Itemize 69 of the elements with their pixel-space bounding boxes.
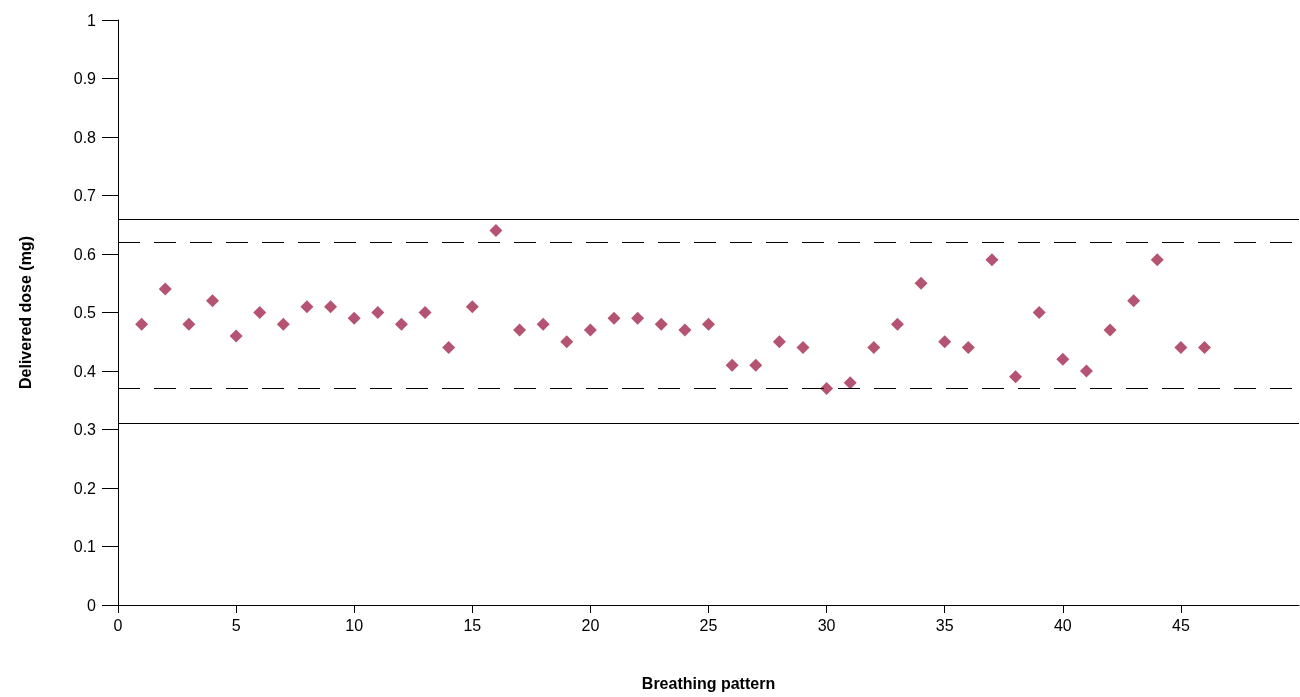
point <box>442 341 456 355</box>
point <box>867 341 881 355</box>
point <box>796 341 810 355</box>
point <box>253 306 267 319</box>
point <box>418 306 432 319</box>
point <box>513 323 527 337</box>
point <box>1032 306 1046 319</box>
point <box>843 376 857 390</box>
point <box>820 382 834 396</box>
point <box>749 358 763 372</box>
y-tick-label: 0.5 <box>73 304 97 321</box>
point <box>135 317 149 331</box>
point <box>394 317 408 331</box>
point <box>371 306 385 319</box>
y-tick-label: 0.9 <box>73 70 97 87</box>
point <box>702 317 715 331</box>
x-tick-label: 15 <box>463 616 482 634</box>
point <box>914 276 928 290</box>
y-tick-label: 0.2 <box>73 479 97 497</box>
point <box>276 317 290 331</box>
point <box>772 335 786 349</box>
x-tick-label: 20 <box>581 616 600 634</box>
y-tick-label: 1 <box>87 11 97 29</box>
point <box>536 317 550 331</box>
x-tick-label: 5 <box>231 616 241 634</box>
point <box>205 294 219 308</box>
point <box>631 311 645 325</box>
point <box>1079 364 1093 378</box>
x-tick-label: 45 <box>1172 616 1190 634</box>
x-tick-label: 10 <box>345 616 364 634</box>
point <box>560 335 574 349</box>
point <box>465 300 479 314</box>
point <box>583 323 597 337</box>
point <box>300 300 314 314</box>
x-tick-label: 35 <box>935 616 954 634</box>
x-tick-label: 40 <box>1053 616 1072 634</box>
point <box>347 311 361 325</box>
y-tick-label: 0.4 <box>73 362 97 380</box>
y-tick-label: 0.3 <box>73 421 97 438</box>
x-axis-title: Breathing pattern <box>641 674 776 692</box>
point <box>1150 253 1164 267</box>
point <box>182 317 196 331</box>
point <box>938 335 952 349</box>
point <box>1198 341 1212 355</box>
y-tick-label: 0.8 <box>73 128 97 146</box>
point <box>489 224 503 238</box>
point <box>725 358 739 372</box>
y-axis-title: Delivered dose (mg) <box>16 236 34 389</box>
point <box>1009 370 1023 384</box>
x-tick-label: 0 <box>113 616 123 634</box>
point <box>654 317 668 331</box>
point <box>1056 352 1070 366</box>
point <box>324 300 338 314</box>
x-tick-label: 25 <box>699 616 718 634</box>
point <box>678 323 692 337</box>
point <box>890 317 904 331</box>
point <box>1103 323 1117 337</box>
y-tick-label: 0.6 <box>73 245 97 263</box>
point <box>1174 341 1188 355</box>
point <box>1127 294 1141 308</box>
y-tick-label: 0.1 <box>73 538 97 555</box>
point <box>607 311 621 325</box>
x-tick-label: 30 <box>817 616 836 634</box>
point <box>229 329 243 343</box>
y-tick-label: 0.7 <box>73 187 97 204</box>
point <box>961 341 975 355</box>
point <box>985 253 999 267</box>
y-tick-label: 0 <box>87 596 97 614</box>
point <box>158 282 172 296</box>
